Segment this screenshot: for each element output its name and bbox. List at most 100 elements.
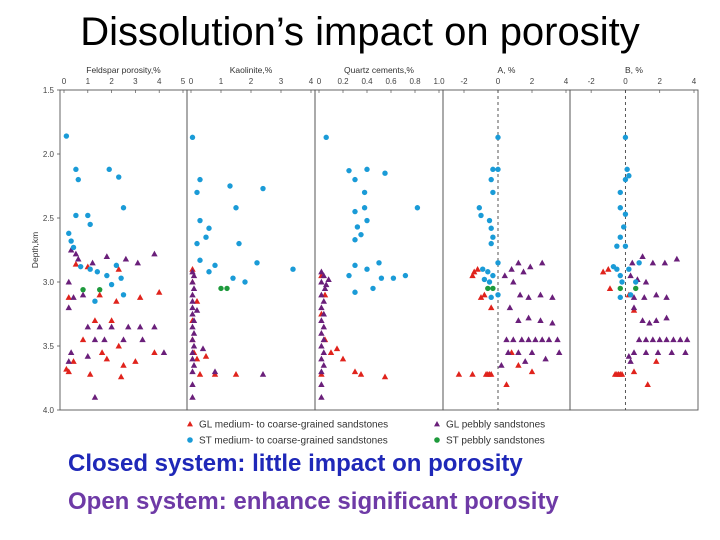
gl-pebbly-point xyxy=(323,281,330,288)
st-medium-point xyxy=(242,279,248,285)
gl-pebbly-point xyxy=(501,272,508,279)
st-medium-point xyxy=(626,173,632,179)
st-medium-point xyxy=(352,237,358,243)
gl-pebbly-point xyxy=(656,336,663,343)
gl-pebbly-point xyxy=(549,319,556,326)
gl-pebbly-point xyxy=(160,349,168,355)
gl-pebbly-point xyxy=(189,394,196,400)
gl-pebbly-point xyxy=(325,276,332,282)
st-medium-point xyxy=(619,279,625,285)
st-medium-point xyxy=(622,211,629,217)
st-medium-point xyxy=(414,205,421,211)
st-medium-point xyxy=(490,234,496,240)
st-medium-point xyxy=(75,176,81,183)
st-medium-point xyxy=(206,269,212,275)
gl-medium-point xyxy=(232,370,240,377)
gl-pebbly-point xyxy=(189,336,196,343)
x-tick-label: 3 xyxy=(133,77,138,86)
gl-pebbly-point xyxy=(67,246,75,253)
st-medium-point xyxy=(104,272,110,279)
gl-medium-point xyxy=(103,355,111,362)
st-medium-point xyxy=(361,189,368,196)
st-medium-point xyxy=(364,217,370,224)
st-medium-point xyxy=(352,208,358,215)
gl-medium-point xyxy=(70,358,77,364)
st-medium-point xyxy=(203,234,209,240)
slide-title: Dissolution’s impact on porosity xyxy=(80,10,640,54)
st-medium-point xyxy=(402,272,409,279)
gl-pebbly-point xyxy=(151,250,158,257)
st-medium-point xyxy=(118,275,124,281)
st-medium-point xyxy=(189,134,196,141)
gl-pebbly-point xyxy=(670,336,677,343)
gl-medium-point xyxy=(630,368,638,375)
gl-medium-point xyxy=(653,358,660,364)
gl-medium-point xyxy=(611,370,619,377)
st-medium-point xyxy=(364,166,370,173)
gl-pebbly-point xyxy=(122,255,130,262)
st-medium-point xyxy=(120,205,127,211)
gl-pebbly-point xyxy=(320,336,327,343)
y-tick-label: 1.5 xyxy=(43,86,55,95)
gl-medium-point xyxy=(132,358,139,364)
gl-pebbly-point xyxy=(72,250,80,257)
st-medium-point xyxy=(495,260,501,266)
x-tick-label: 0.6 xyxy=(385,77,397,86)
gl-pebbly-point xyxy=(189,291,196,298)
caption-closed-system: Closed system: little impact on porosity xyxy=(68,450,523,477)
gl-medium-point xyxy=(96,291,103,298)
gl-pebbly-point xyxy=(211,368,219,375)
st-medium-point xyxy=(378,275,385,281)
gl-pebbly-point xyxy=(65,358,72,364)
st-medium-point xyxy=(68,238,74,244)
gl-pebbly-point xyxy=(627,272,634,279)
gl-pebbly-point xyxy=(654,349,662,355)
gl-pebbly-point xyxy=(189,310,196,317)
gl-pebbly-point xyxy=(508,266,515,272)
gl-medium-point xyxy=(202,353,210,359)
x-tick-label: 0.2 xyxy=(337,77,349,86)
gl-pebbly-point xyxy=(649,336,657,343)
gl-medium-point xyxy=(196,370,204,377)
st-medium-point xyxy=(617,294,623,301)
gl-pebbly-point xyxy=(539,259,546,266)
gl-pebbly-point xyxy=(642,349,650,355)
gl-pebbly-point xyxy=(506,304,514,311)
st-medium-point xyxy=(495,292,501,298)
st-medium-point xyxy=(486,217,493,224)
st-medium-point xyxy=(66,230,72,237)
st-medium-point xyxy=(73,212,79,219)
gl-medium-point xyxy=(474,266,481,272)
gl-medium-point xyxy=(151,349,158,355)
gl-pebbly-point xyxy=(318,278,325,285)
gl-medium-point xyxy=(357,370,365,377)
st-medium-point xyxy=(197,217,203,224)
gl-pebbly-point xyxy=(642,336,650,343)
st-medium-point xyxy=(481,276,488,283)
gl-pebbly-point xyxy=(629,259,636,266)
gl-pebbly-point xyxy=(84,323,91,330)
gl-pebbly-point xyxy=(189,298,196,304)
gl-pebbly-point xyxy=(515,317,522,323)
gl-pebbly-point xyxy=(151,323,158,330)
gl-pebbly-point xyxy=(683,336,691,343)
gl-pebbly-point xyxy=(91,394,99,400)
x-tick-label: 5 xyxy=(181,77,186,86)
st-medium-point xyxy=(617,272,623,279)
gl-pebbly-point xyxy=(190,362,198,368)
gl-medium-point xyxy=(333,345,341,352)
x-tick-label: -2 xyxy=(588,77,596,86)
y-tick-label: 2.5 xyxy=(43,214,55,223)
gl-medium-point xyxy=(469,370,476,377)
st-medium-point xyxy=(478,212,484,219)
x-tick-label: -2 xyxy=(460,77,468,86)
gl-medium-point xyxy=(115,266,122,272)
gl-pebbly-point xyxy=(75,255,82,262)
gl-medium-point xyxy=(98,349,106,355)
gl-pebbly-point xyxy=(70,294,77,300)
st-medium-point xyxy=(617,234,623,240)
x-tick-label: 2 xyxy=(109,77,114,86)
st-pebbly-point xyxy=(485,285,491,292)
gl-pebbly-point xyxy=(518,336,525,343)
